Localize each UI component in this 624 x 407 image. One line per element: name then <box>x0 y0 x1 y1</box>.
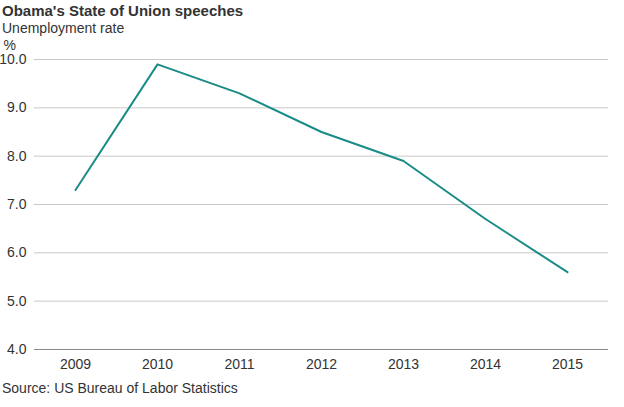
svg-text:9.0: 9.0 <box>7 99 27 115</box>
svg-text:2015: 2015 <box>552 356 583 372</box>
svg-text:2013: 2013 <box>388 356 419 372</box>
svg-text:2010: 2010 <box>142 356 173 372</box>
svg-text:2014: 2014 <box>470 356 501 372</box>
svg-text:4.0: 4.0 <box>7 341 27 357</box>
svg-text:6.0: 6.0 <box>7 244 27 260</box>
svg-text:7.0: 7.0 <box>7 196 27 212</box>
svg-text:8.0: 8.0 <box>7 148 27 164</box>
svg-text:2011: 2011 <box>224 356 254 372</box>
svg-text:2012: 2012 <box>306 356 337 372</box>
svg-text:%: % <box>4 37 16 53</box>
svg-text:2009: 2009 <box>60 356 91 372</box>
html-text:Obama's State of Union speeche: Obama's State of Union speeches <box>2 2 244 19</box>
html-text:Source: US Bureau of Labor Sta: Source: US Bureau of Labor Statistics <box>2 380 238 396</box>
html-text:Unemployment rate: Unemployment rate <box>2 20 125 36</box>
svg-text:5.0: 5.0 <box>7 293 27 309</box>
